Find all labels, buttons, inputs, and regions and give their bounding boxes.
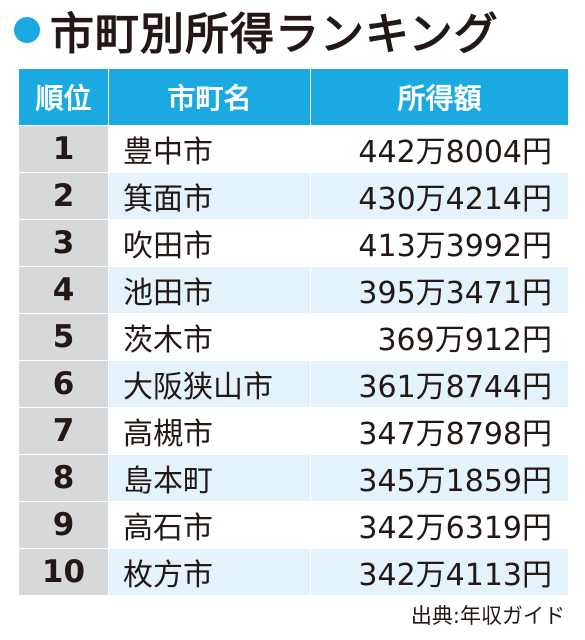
table-header-row: 順位 市町名 所得額: [18, 68, 569, 126]
table-row: 3 吹田市 413万3992円: [18, 219, 569, 267]
city-cell: 枚方市: [108, 548, 311, 596]
rank-cell: 7: [18, 407, 109, 455]
bullet-dot-icon: [14, 17, 40, 43]
income-cell: 369万912円: [310, 313, 569, 361]
table-row: 10 枚方市 342万4113円: [18, 548, 569, 596]
table-row: 9 高石市 342万6319円: [18, 501, 569, 549]
table-row: 8 島本町 345万1859円: [18, 454, 569, 502]
rank-cell: 4: [18, 266, 109, 314]
rank-cell: 6: [18, 360, 109, 408]
income-cell: 413万3992円: [310, 219, 569, 267]
income-cell: 395万3471円: [310, 266, 569, 314]
city-cell: 島本町: [108, 454, 311, 502]
rank-cell: 5: [18, 313, 109, 361]
title-row: 市町別所得ランキング: [14, 2, 499, 60]
page-title: 市町別所得ランキング: [50, 9, 499, 60]
table-row: 2 箕面市 430万4214円: [18, 172, 569, 220]
table-row: 1 豊中市 442万8004円: [18, 125, 569, 173]
rank-cell: 3: [18, 219, 109, 267]
ranking-table: 順位 市町名 所得額 1 豊中市 442万8004円 2 箕面市 430万421…: [18, 68, 569, 596]
income-cell: 342万6319円: [310, 501, 569, 549]
income-cell: 345万1859円: [310, 454, 569, 502]
rank-cell: 2: [18, 172, 109, 220]
income-cell: 361万8744円: [310, 360, 569, 408]
city-cell: 高槻市: [108, 407, 311, 455]
city-cell: 高石市: [108, 501, 311, 549]
table-row: 6 大阪狭山市 361万8744円: [18, 360, 569, 408]
city-cell: 茨木市: [108, 313, 311, 361]
source-note: 出典:年収ガイド: [410, 604, 565, 628]
rank-cell: 9: [18, 501, 109, 549]
income-cell: 442万8004円: [310, 125, 569, 173]
city-cell: 大阪狭山市: [108, 360, 311, 408]
income-cell: 430万4214円: [310, 172, 569, 220]
table-row: 7 高槻市 347万8798円: [18, 407, 569, 455]
rank-cell: 8: [18, 454, 109, 502]
city-cell: 池田市: [108, 266, 311, 314]
rank-cell: 10: [18, 548, 109, 596]
column-header-income: 所得額: [310, 68, 569, 126]
column-header-rank: 順位: [18, 68, 109, 126]
income-cell: 342万4113円: [310, 548, 569, 596]
column-header-city: 市町名: [108, 68, 311, 126]
rank-cell: 1: [18, 125, 109, 173]
city-cell: 箕面市: [108, 172, 311, 220]
table-row: 4 池田市 395万3471円: [18, 266, 569, 314]
table-row: 5 茨木市 369万912円: [18, 313, 569, 361]
city-cell: 吹田市: [108, 219, 311, 267]
income-cell: 347万8798円: [310, 407, 569, 455]
city-cell: 豊中市: [108, 125, 311, 173]
